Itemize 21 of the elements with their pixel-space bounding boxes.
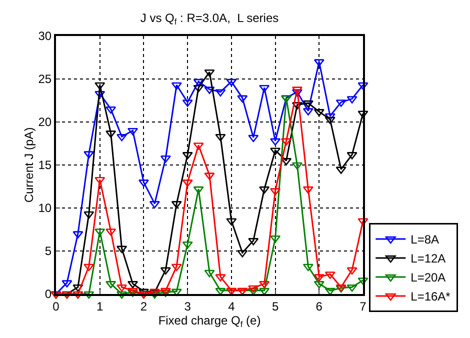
y-tick-label: 0: [44, 287, 52, 302]
y-tick-label: 5: [44, 244, 52, 258]
legend-label: L=8A: [410, 232, 439, 247]
x-tick-label: 6: [316, 299, 323, 314]
legend-label: L=12A: [410, 252, 446, 266]
x-tick-label: 1: [96, 299, 104, 314]
y-tick-label: 10: [38, 201, 52, 216]
y-axis-title: Current J (pA): [22, 127, 36, 203]
x-tick-label: 2: [140, 299, 148, 314]
legend-label: L=20A: [410, 270, 446, 285]
x-axis-title: Fixed charge Q$_{f}$ (e): [158, 313, 261, 329]
chart-title: J vs Q$_{f}$ : R=3.0A, L series: [140, 10, 279, 26]
x-tick-label: 5: [272, 299, 279, 314]
x-tick-label: 3: [184, 299, 192, 314]
x-tick-label: 4: [228, 299, 236, 314]
y-tick-label: 15: [38, 158, 52, 172]
y-tick-label: 20: [38, 115, 52, 130]
legend-label: L=16A*: [410, 290, 451, 304]
x-tick-label: 7: [360, 299, 367, 314]
y-tick-label: 25: [38, 72, 52, 86]
y-tick-label: 30: [38, 29, 52, 44]
